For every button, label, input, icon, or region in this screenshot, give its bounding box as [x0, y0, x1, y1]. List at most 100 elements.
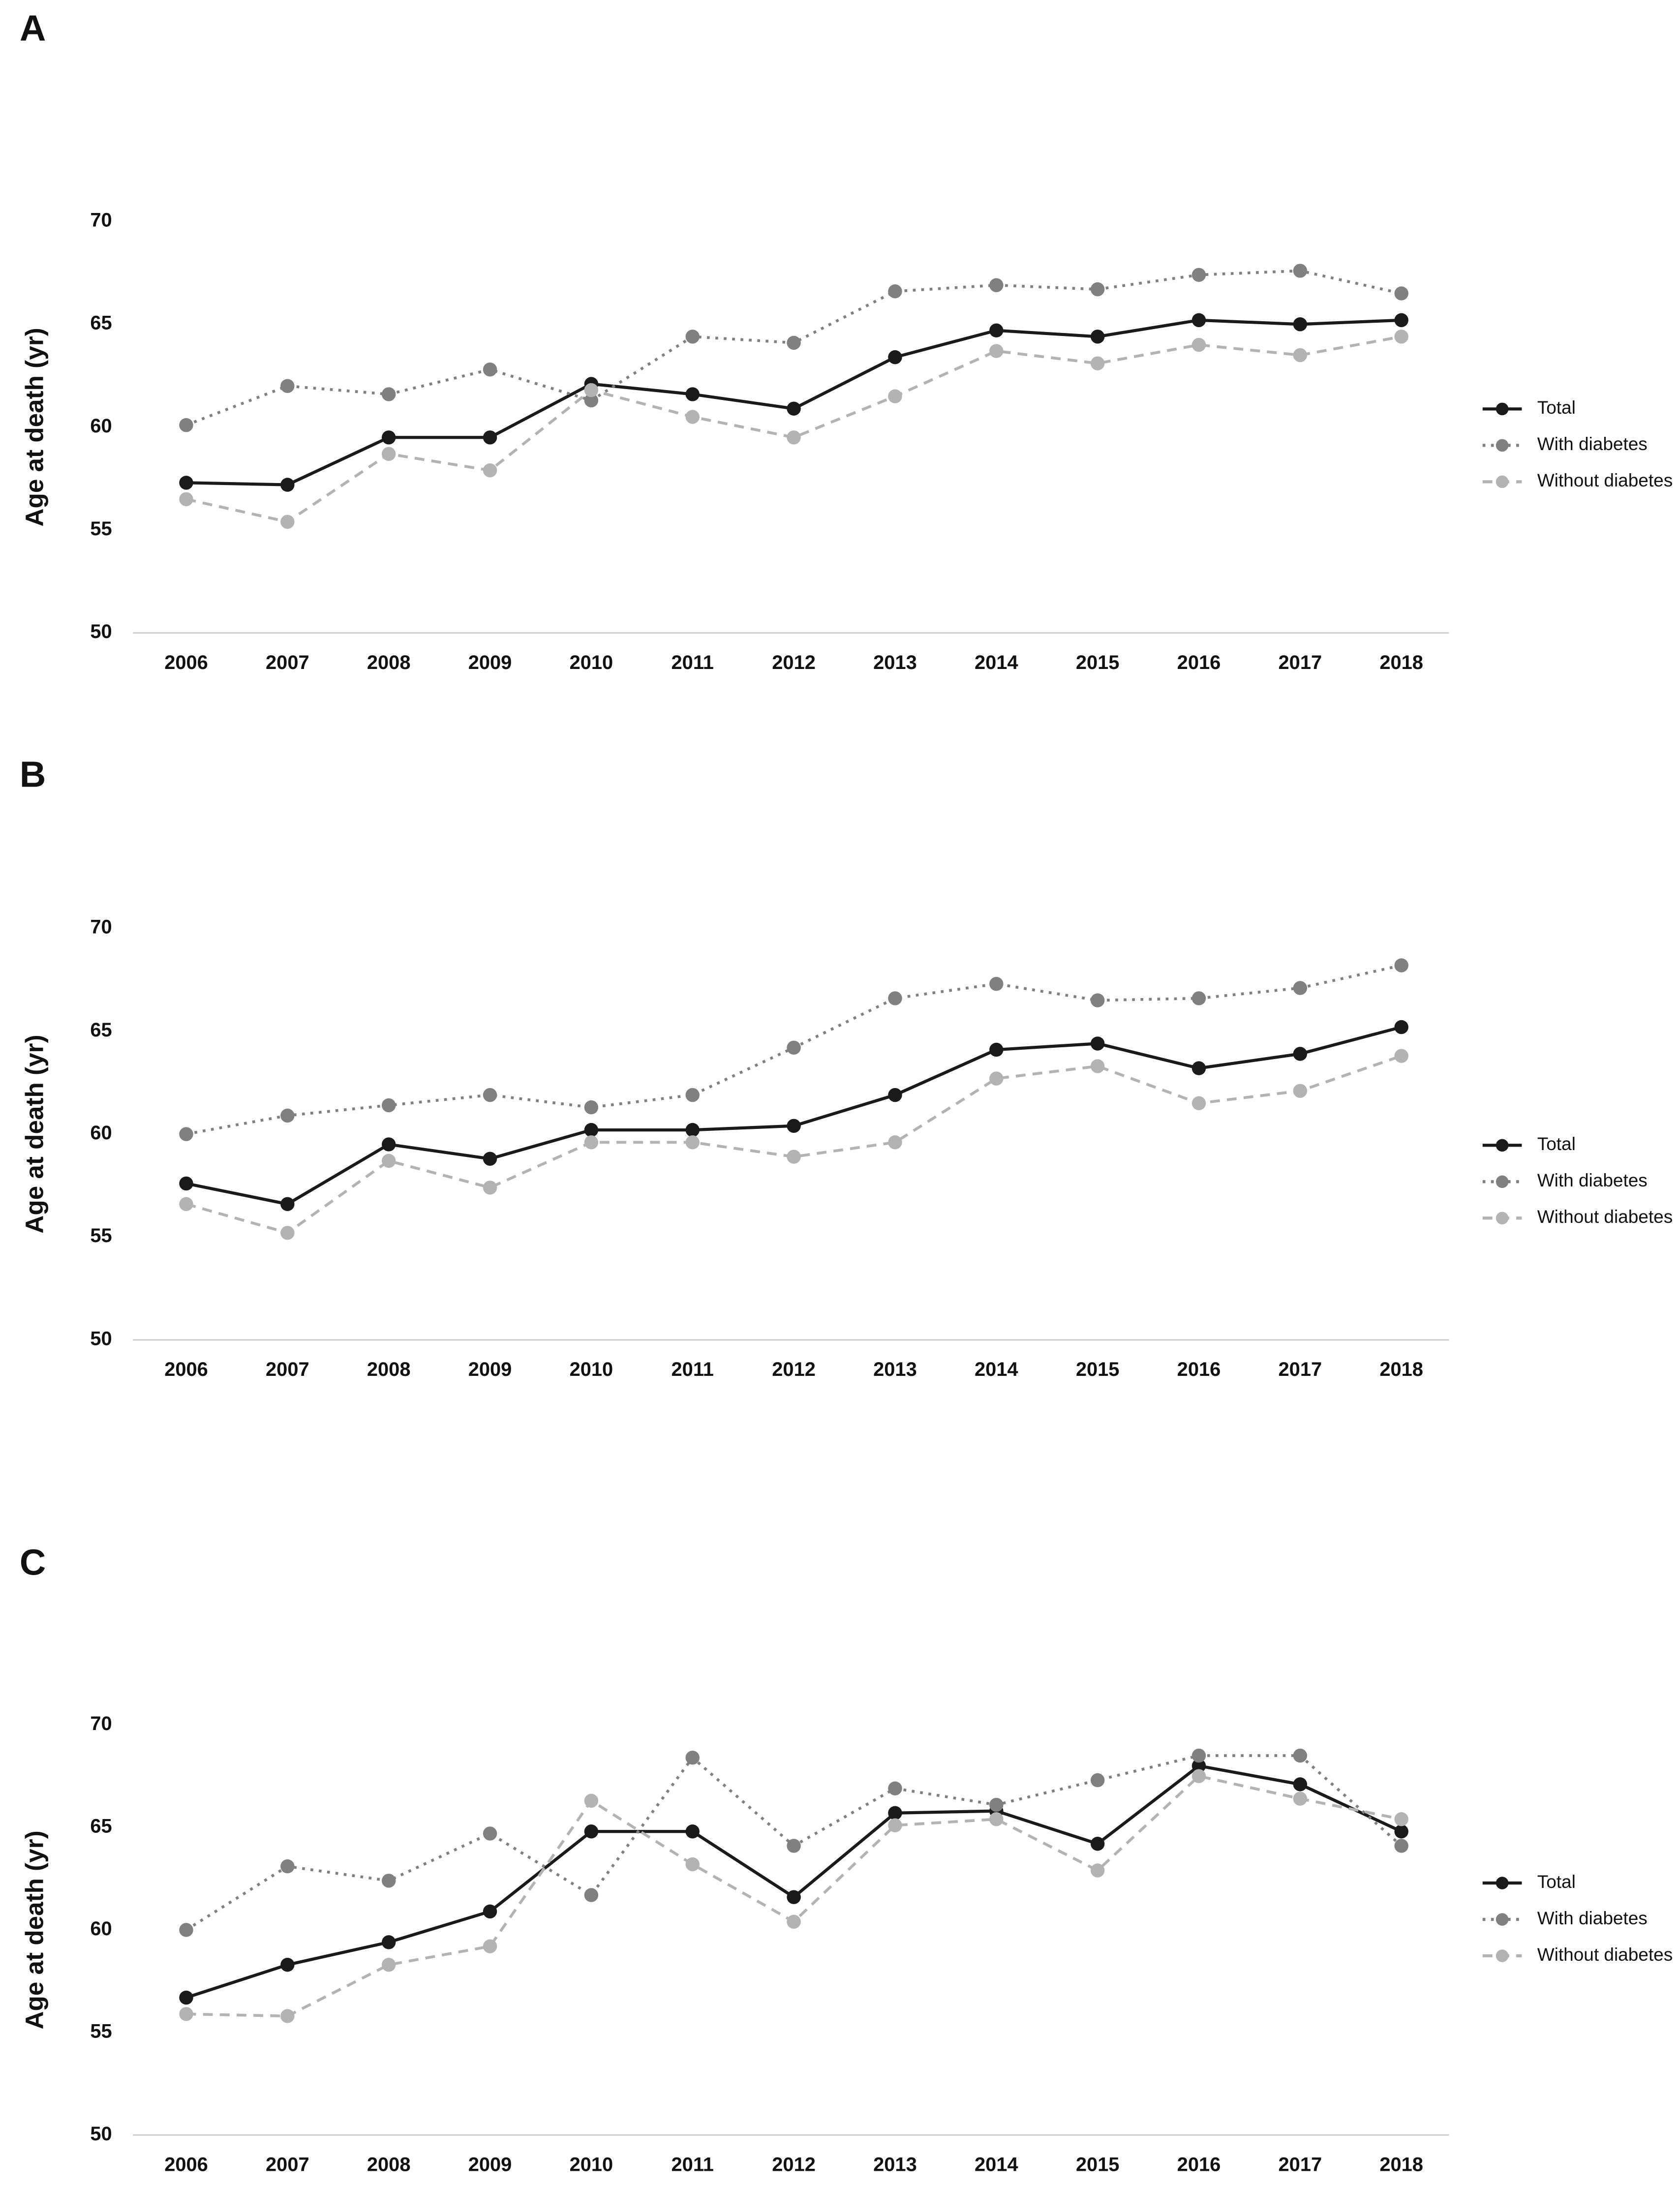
data-point	[1090, 356, 1105, 370]
data-point	[1090, 282, 1105, 297]
data-point	[1191, 991, 1206, 1005]
y-axis-label: Age at death (yr)	[21, 1034, 49, 1233]
data-point	[685, 1824, 700, 1839]
x-tick-label: 2016	[1177, 1359, 1221, 1380]
data-point	[685, 410, 700, 424]
data-point	[179, 492, 193, 507]
data-point	[1191, 1096, 1206, 1111]
data-point	[483, 1088, 497, 1102]
legend-marker	[1496, 1949, 1509, 1962]
data-point	[1191, 1061, 1206, 1075]
data-point	[888, 1135, 902, 1150]
x-tick-label: 2009	[468, 2154, 512, 2175]
x-tick-label: 2007	[266, 2154, 309, 2175]
legend-label: Without diabetes	[1537, 1207, 1673, 1227]
data-point	[381, 1935, 396, 1949]
y-tick-label: 65	[90, 1815, 112, 1837]
data-point	[280, 1958, 295, 1972]
data-point	[280, 2009, 295, 2023]
x-tick-label: 2012	[772, 652, 816, 673]
y-tick-label: 60	[90, 415, 112, 437]
data-point	[989, 1797, 1004, 1812]
series-line	[185, 335, 1402, 523]
data-point	[483, 463, 497, 478]
data-point	[179, 1176, 193, 1191]
legend-label: Total	[1537, 1872, 1576, 1892]
data-point	[989, 976, 1004, 991]
x-tick-label: 2008	[367, 2154, 411, 2175]
x-tick-label: 2006	[164, 652, 208, 673]
data-point	[1191, 337, 1206, 352]
data-point	[1394, 1049, 1408, 1063]
data-point	[989, 1042, 1004, 1057]
data-point	[483, 1939, 497, 1953]
data-point	[989, 323, 1004, 337]
x-tick-label: 2011	[672, 2154, 714, 2175]
data-point	[483, 1181, 497, 1195]
data-point	[584, 1793, 599, 1808]
data-point	[1191, 268, 1206, 282]
data-point	[584, 1100, 599, 1115]
data-point	[381, 1874, 396, 1888]
x-tick-label: 2006	[164, 2154, 208, 2175]
data-point	[381, 1098, 396, 1113]
data-point	[1090, 330, 1105, 344]
x-tick-label: 2008	[367, 652, 411, 673]
data-point	[584, 1123, 599, 1137]
data-point	[685, 1088, 700, 1102]
x-tick-label: 2010	[570, 652, 613, 673]
x-tick-label: 2007	[266, 1359, 309, 1380]
data-point	[381, 447, 396, 461]
data-point	[685, 1123, 700, 1137]
data-point	[888, 350, 902, 364]
legend-label: With diabetes	[1537, 434, 1648, 454]
y-tick-label: 70	[90, 1713, 112, 1734]
data-point	[280, 379, 295, 393]
data-point	[1394, 313, 1408, 328]
data-point	[280, 1197, 295, 1211]
x-tick-label: 2018	[1379, 1359, 1423, 1380]
legend-marker	[1496, 475, 1509, 488]
data-point	[1394, 1812, 1408, 1826]
legend-marker	[1496, 402, 1509, 416]
data-point	[483, 1904, 497, 1919]
data-point	[584, 393, 599, 408]
y-tick-label: 65	[90, 1019, 112, 1041]
data-point	[989, 344, 1004, 358]
data-point	[1293, 317, 1308, 332]
y-tick-label: 55	[90, 518, 112, 540]
data-point	[584, 383, 599, 397]
data-point	[179, 418, 193, 432]
legend-label: Total	[1537, 1134, 1576, 1154]
y-tick-label: 60	[90, 1122, 112, 1144]
data-point	[381, 387, 396, 401]
x-tick-label: 2012	[772, 2154, 816, 2175]
panel-label: A	[20, 8, 46, 49]
legend-marker	[1496, 1139, 1509, 1152]
data-point	[179, 1197, 193, 1211]
panel-label: C	[20, 1542, 46, 1583]
y-tick-label: 50	[90, 2123, 112, 2145]
legend-label: With diabetes	[1537, 1908, 1648, 1928]
x-tick-label: 2015	[1076, 1359, 1120, 1380]
data-point	[179, 2007, 193, 2021]
x-tick-label: 2013	[873, 1359, 917, 1380]
x-tick-label: 2014	[975, 2154, 1018, 2175]
data-point	[1090, 1036, 1105, 1051]
data-point	[787, 1839, 801, 1853]
data-point	[1293, 1084, 1308, 1098]
data-point	[584, 1824, 599, 1839]
data-point	[1293, 1792, 1308, 1806]
data-point	[787, 1150, 801, 1164]
data-point	[787, 1040, 801, 1055]
legend-marker	[1496, 1175, 1509, 1188]
x-tick-label: 2009	[468, 652, 512, 673]
y-tick-label: 70	[90, 916, 112, 938]
x-tick-label: 2015	[1076, 652, 1120, 673]
data-point	[1293, 264, 1308, 278]
data-point	[989, 1071, 1004, 1086]
data-point	[381, 1958, 396, 1972]
data-point	[179, 1990, 193, 2005]
